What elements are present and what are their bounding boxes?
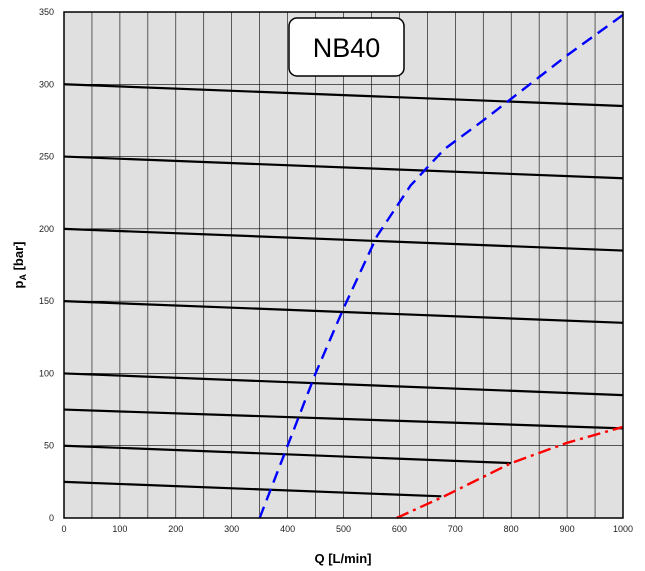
y-axis-label-rest: [bar] [11,242,26,275]
y-axis-label-sub: A [18,274,28,281]
y-axis-label-main: p [11,280,26,288]
series-line-0 [63,83,624,108]
tick-labels: 0 100 200 300 400 500 600 700 800 900 1000 0 50 100 15… [39,7,633,534]
series-line-2 [63,227,624,252]
series-line-5 [63,408,624,430]
series-line-6 [63,444,512,465]
y-tick-label: 100 [39,368,54,378]
x-tick-label: 600 [392,524,407,534]
x-axis-label: Q [L/min] [314,551,371,566]
x-tick-label: 300 [224,524,239,534]
series-line-4 [63,372,624,397]
chart-title-box: NB40 [288,17,405,77]
y-tick-label: 350 [39,7,54,17]
x-tick-label: 500 [336,524,351,534]
x-tick-label: 700 [448,524,463,534]
x-tick-label: 800 [504,524,519,534]
y-tick-label: 0 [49,513,54,523]
series-line-1 [63,155,624,180]
chart-title: NB40 [313,33,381,63]
y-tick-label: 50 [44,441,54,451]
series-line-3 [63,300,624,324]
series-line-8 [258,13,624,519]
x-tick-label: 0 [61,524,66,534]
series-layer [63,13,624,520]
series-line-7 [63,480,442,498]
x-tick-label: 200 [168,524,183,534]
y-tick-label: 200 [39,224,54,234]
x-tick-label: 900 [560,524,575,534]
y-axis-label: pA [bar] [11,242,28,289]
x-tick-label: 1000 [613,524,633,534]
y-tick-label: 250 [39,152,54,162]
y-tick-label: 300 [39,79,54,89]
y-tick-label: 150 [39,296,54,306]
x-tick-label: 100 [112,524,127,534]
x-tick-label: 400 [280,524,295,534]
plot-frame [63,11,624,519]
series-line-9 [396,425,624,520]
